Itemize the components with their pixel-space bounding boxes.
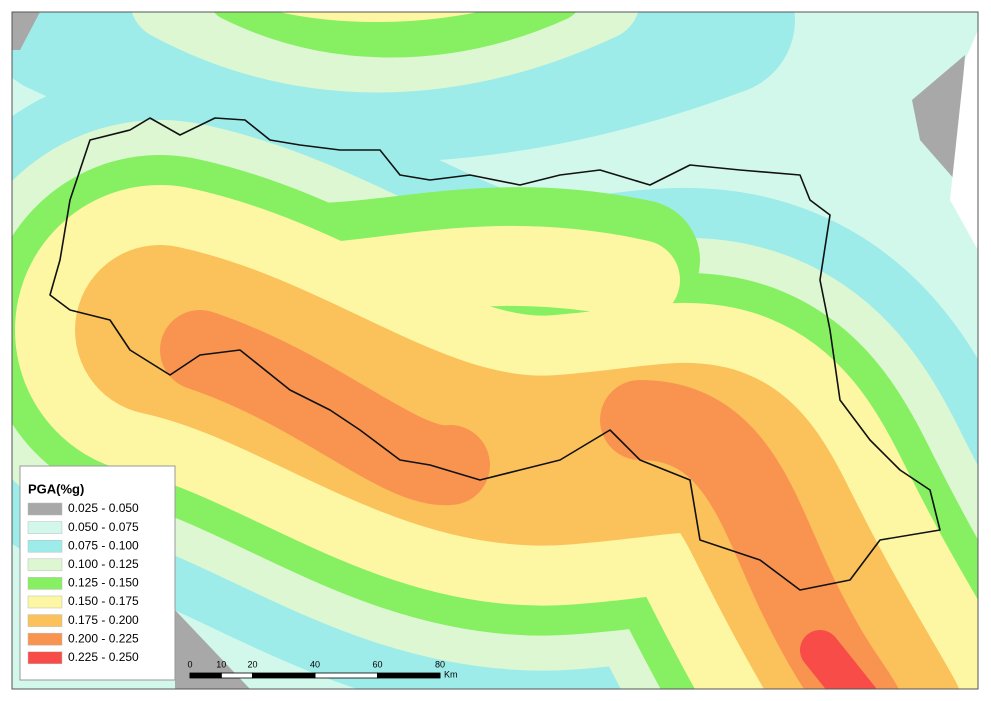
scale-segment [189, 672, 222, 679]
outside-area [950, 30, 978, 250]
legend-label: 0.075 - 0.100 [68, 538, 139, 552]
legend-swatch [27, 595, 63, 609]
legend-label: 0.100 - 0.125 [68, 557, 139, 571]
legend-swatch [27, 632, 63, 646]
scale-label: 10 [216, 659, 226, 669]
legend-label: 0.150 - 0.175 [68, 594, 139, 608]
legend-box [19, 465, 176, 681]
zone-north-green [214, 12, 576, 58]
zone-grey [175, 610, 250, 689]
scale-segment [314, 672, 378, 679]
zone-grey [912, 55, 965, 180]
legend-swatch [27, 539, 63, 553]
map-frame [11, 11, 979, 690]
legend-swatch [27, 614, 63, 627]
legend-swatch [27, 577, 63, 590]
legend: PGA(%g) 0.025 - 0.050 0.050 - 0.075 0.075 … [19, 465, 176, 681]
region-boundary [49, 117, 941, 591]
legend-label: 0.050 - 0.075 [68, 520, 139, 534]
scale-label: 20 [247, 659, 257, 669]
legend-swatch [27, 558, 63, 572]
legend-label: 0.025 - 0.050 [68, 501, 139, 515]
scale-label: 0 [187, 659, 192, 669]
legend-title: PGA(%g) [28, 481, 84, 496]
legend-swatch [27, 521, 63, 534]
legend-swatch [27, 502, 63, 516]
legend-label: 0.225 - 0.250 [68, 650, 139, 664]
scale-label: 40 [310, 659, 320, 669]
legend-label: 0.175 - 0.200 [68, 613, 139, 627]
zone-yellow-plain [200, 226, 680, 325]
zone-grey [12, 12, 40, 50]
scale-segment [220, 672, 253, 679]
scale-label: 80 [435, 659, 445, 669]
hazard-zones [12, 12, 978, 689]
legend-label: 0.200 - 0.225 [68, 631, 139, 645]
scale-label: 60 [372, 659, 382, 669]
scale-segment [377, 672, 441, 679]
zone-red [800, 630, 877, 689]
zone-north-yellow [279, 12, 479, 22]
scale-unit: Km [444, 669, 458, 679]
scale-segment [252, 672, 316, 679]
legend-swatch [27, 651, 63, 665]
legend-label: 0.125 - 0.150 [68, 576, 139, 590]
